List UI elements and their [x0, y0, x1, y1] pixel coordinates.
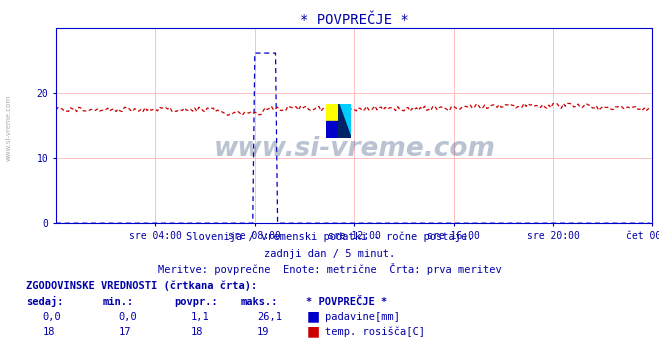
Text: Slovenija / vremenski podatki - ročne postaje.: Slovenija / vremenski podatki - ročne po… [186, 232, 473, 243]
Polygon shape [339, 104, 351, 138]
Text: povpr.:: povpr.: [175, 297, 218, 307]
Text: 17: 17 [119, 327, 131, 337]
Text: 0,0: 0,0 [43, 312, 61, 322]
Bar [339, 121, 351, 138]
Text: www.si-vreme.com: www.si-vreme.com [5, 95, 12, 161]
Text: ■: ■ [306, 310, 320, 324]
Text: zadnji dan / 5 minut.: zadnji dan / 5 minut. [264, 249, 395, 259]
Text: min.:: min.: [102, 297, 133, 307]
Text: ZGODOVINSKE VREDNOSTI (črtkana črta):: ZGODOVINSKE VREDNOSTI (črtkana črta): [26, 280, 258, 291]
Text: 0,0: 0,0 [119, 312, 137, 322]
Text: 19: 19 [257, 327, 270, 337]
Bar [339, 104, 351, 121]
Text: maks.:: maks.: [241, 297, 278, 307]
Text: sedaj:: sedaj: [26, 296, 64, 307]
Text: Meritve: povprečne  Enote: metrične  Črta: prva meritev: Meritve: povprečne Enote: metrične Črta:… [158, 263, 501, 275]
Text: ■: ■ [306, 325, 320, 339]
Text: 18: 18 [43, 327, 55, 337]
Text: 26,1: 26,1 [257, 312, 282, 322]
Text: temp. rosišča[C]: temp. rosišča[C] [325, 326, 425, 337]
Bar [326, 121, 339, 138]
Text: padavine[mm]: padavine[mm] [325, 312, 400, 322]
Text: 1,1: 1,1 [191, 312, 210, 322]
Title: * POVPREČJE *: * POVPREČJE * [300, 12, 409, 27]
Text: * POVPREČJE *: * POVPREČJE * [306, 297, 387, 307]
Text: www.si-vreme.com: www.si-vreme.com [214, 136, 495, 162]
Polygon shape [339, 104, 351, 138]
Text: 18: 18 [191, 327, 204, 337]
Bar [326, 104, 339, 121]
